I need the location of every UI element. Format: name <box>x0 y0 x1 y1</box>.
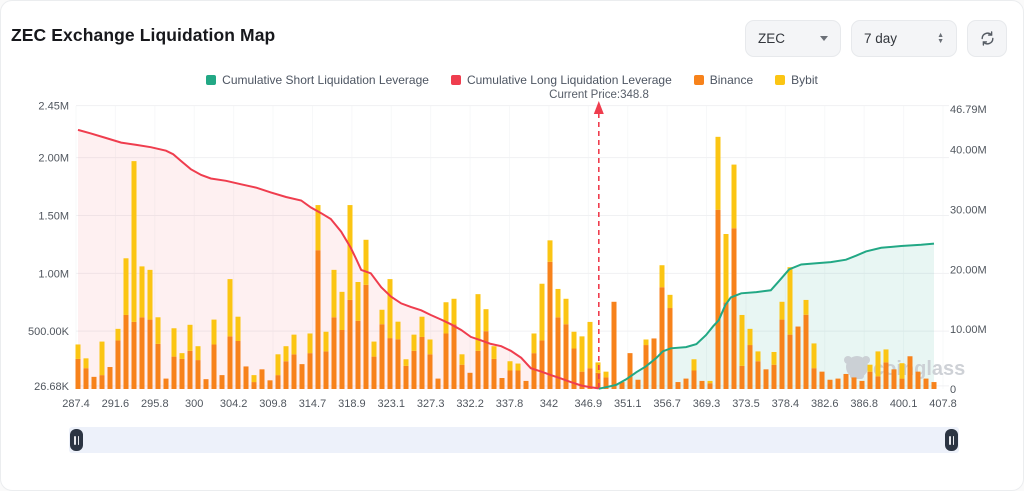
svg-text:20.00M: 20.00M <box>950 264 987 276</box>
watermark: coinglass <box>844 356 965 380</box>
svg-text:407.8: 407.8 <box>929 398 957 410</box>
svg-text:346.9: 346.9 <box>575 398 603 410</box>
bars-layer <box>75 136 937 389</box>
svg-text:327.3: 327.3 <box>417 398 445 410</box>
refresh-icon <box>980 31 994 46</box>
range-slider-track[interactable] <box>69 427 959 453</box>
refresh-button[interactable] <box>967 20 1007 57</box>
svg-text:500.00K: 500.00K <box>28 326 70 338</box>
svg-text:2.00M: 2.00M <box>38 153 69 165</box>
legend-item-2[interactable]: Binance <box>693 73 754 87</box>
svg-text:10.00M: 10.00M <box>950 324 987 336</box>
range-slider-right-handle[interactable] <box>945 429 958 451</box>
svg-text:287.4: 287.4 <box>62 398 90 410</box>
chart-legend: Cumulative Short Liquidation Leverage Cum… <box>1 73 1023 87</box>
short-liquidation-line <box>598 242 935 390</box>
svg-text:318.9: 318.9 <box>338 398 366 410</box>
svg-text:337.8: 337.8 <box>496 398 524 410</box>
page-title: ZEC Exchange Liquidation Map <box>11 25 276 45</box>
legend-swatch-icon <box>450 75 461 85</box>
symbol-select[interactable]: ZEC <box>745 20 841 57</box>
timeframe-select-value: 7 day <box>864 31 898 46</box>
svg-text:2.45M: 2.45M <box>38 101 69 113</box>
range-slider-left-handle[interactable] <box>70 429 83 451</box>
axis-labels: 26.68K 500.00K 1.00M 1.50M 2.00M 2.45M 0 10.00M… <box>28 101 987 410</box>
svg-text:26.68K: 26.68K <box>34 381 70 393</box>
legend-item-0[interactable]: Cumulative Short Liquidation Leverage <box>206 73 429 87</box>
svg-text:342: 342 <box>540 398 558 410</box>
svg-text:1.50M: 1.50M <box>38 210 69 222</box>
svg-text:309.8: 309.8 <box>259 398 287 410</box>
legend-item-3[interactable]: Bybit <box>775 73 818 87</box>
current-price-label: Current Price:348.8 <box>549 89 649 101</box>
svg-text:323.1: 323.1 <box>378 398 406 410</box>
svg-text:369.3: 369.3 <box>693 398 721 410</box>
long-liquidation-area <box>78 129 599 389</box>
legend-swatch-icon <box>693 75 704 85</box>
svg-text:351.1: 351.1 <box>614 398 642 410</box>
short-liquidation-area <box>598 243 934 389</box>
svg-text:314.7: 314.7 <box>299 398 327 410</box>
svg-text:295.8: 295.8 <box>141 398 169 410</box>
svg-text:0: 0 <box>950 384 956 396</box>
legend-label: Cumulative Long Liquidation Leverage <box>466 73 672 87</box>
symbol-select-value: ZEC <box>758 31 785 46</box>
legend-label: Binance <box>709 73 754 87</box>
svg-text:40.00M: 40.00M <box>950 145 987 157</box>
current-price-arrow-icon <box>593 101 604 114</box>
svg-text:291.6: 291.6 <box>102 398 130 410</box>
svg-text:386.8: 386.8 <box>850 398 878 410</box>
legend-label: Cumulative Short Liquidation Leverage <box>222 73 429 87</box>
stepper-icon: ▲ ▼ <box>937 31 944 45</box>
long-liquidation-line <box>77 128 599 390</box>
legend-label: Bybit <box>791 73 818 87</box>
legend-swatch-icon <box>775 75 786 85</box>
svg-text:373.5: 373.5 <box>732 398 760 410</box>
legend-swatch-icon <box>206 75 217 85</box>
svg-text:356.7: 356.7 <box>653 398 681 410</box>
svg-text:332.2: 332.2 <box>456 398 484 410</box>
svg-text:378.4: 378.4 <box>772 398 800 410</box>
svg-text:300: 300 <box>185 398 203 410</box>
chart-controls: ZEC 7 day ▲ ▼ <box>745 20 1007 57</box>
chevron-down-icon <box>820 36 828 41</box>
svg-text:30.00M: 30.00M <box>950 204 987 216</box>
svg-text:382.6: 382.6 <box>811 398 839 410</box>
legend-item-1[interactable]: Cumulative Long Liquidation Leverage <box>450 73 672 87</box>
svg-text:1.00M: 1.00M <box>38 268 69 280</box>
timeframe-select[interactable]: 7 day ▲ ▼ <box>851 20 957 57</box>
svg-text:46.79M: 46.79M <box>950 104 987 116</box>
svg-text:304.2: 304.2 <box>220 398 248 410</box>
svg-text:400.1: 400.1 <box>890 398 918 410</box>
